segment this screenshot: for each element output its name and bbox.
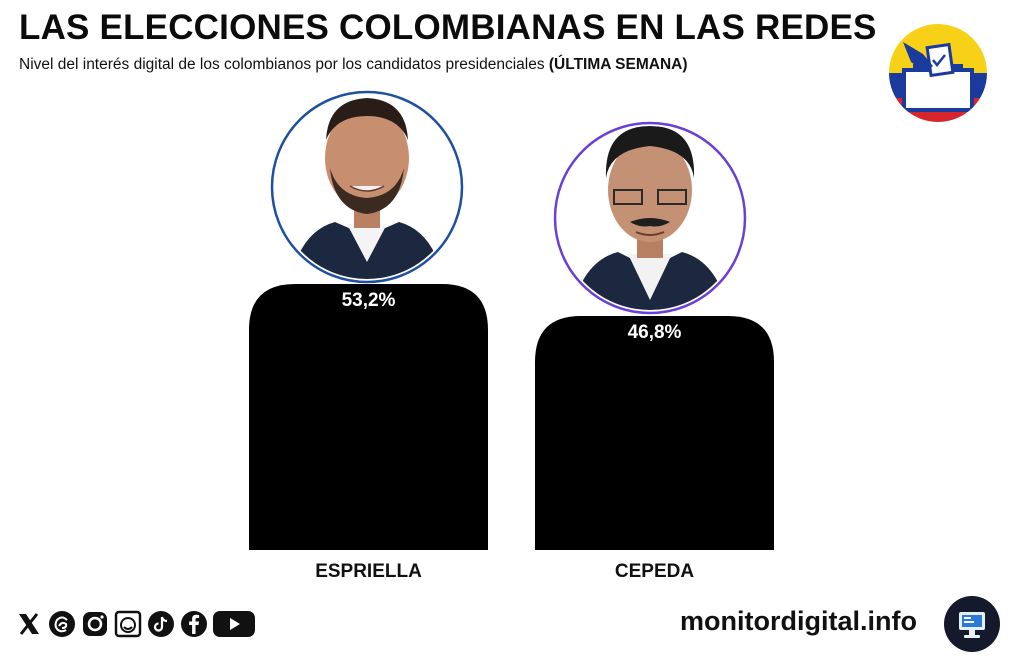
category-label-espriella: ESPRIELLA (315, 561, 422, 582)
site-url[interactable]: monitordigital.info (680, 606, 917, 636)
value-label-cepeda: 46,8% (628, 322, 682, 343)
bar-cepeda (535, 316, 774, 550)
bar-espriella (249, 284, 488, 550)
ballot-flag-icon (889, 24, 987, 122)
threads-icon[interactable] (47, 609, 77, 639)
candidate-photo-cepeda (553, 121, 747, 315)
x-icon[interactable] (14, 609, 44, 639)
category-label-cepeda: CEPEDA (615, 561, 694, 582)
chart-subtitle: Nivel del interés digital de los colombi… (19, 56, 688, 74)
tiktok-icon[interactable] (146, 609, 176, 639)
youtube-icon[interactable] (212, 609, 256, 639)
candidate-photo-espriella (270, 90, 464, 284)
facebook-icon[interactable] (179, 609, 209, 639)
value-label-espriella: 53,2% (342, 290, 396, 311)
subtitle-text: Nivel del interés digital de los colombi… (19, 56, 545, 73)
instagram-icon[interactable] (80, 609, 110, 639)
monitor-icon (944, 596, 1000, 652)
bar-chart: 53,2% ESPRIELLA 46,8% CEPEDA (249, 90, 774, 582)
meme-icon[interactable] (113, 609, 143, 639)
chart-title: LAS ELECCIONES COLOMBIANAS EN LAS REDES (19, 8, 877, 47)
subtitle-emphasis: (ÚLTIMA SEMANA) (548, 56, 688, 73)
social-icons (14, 606, 256, 642)
